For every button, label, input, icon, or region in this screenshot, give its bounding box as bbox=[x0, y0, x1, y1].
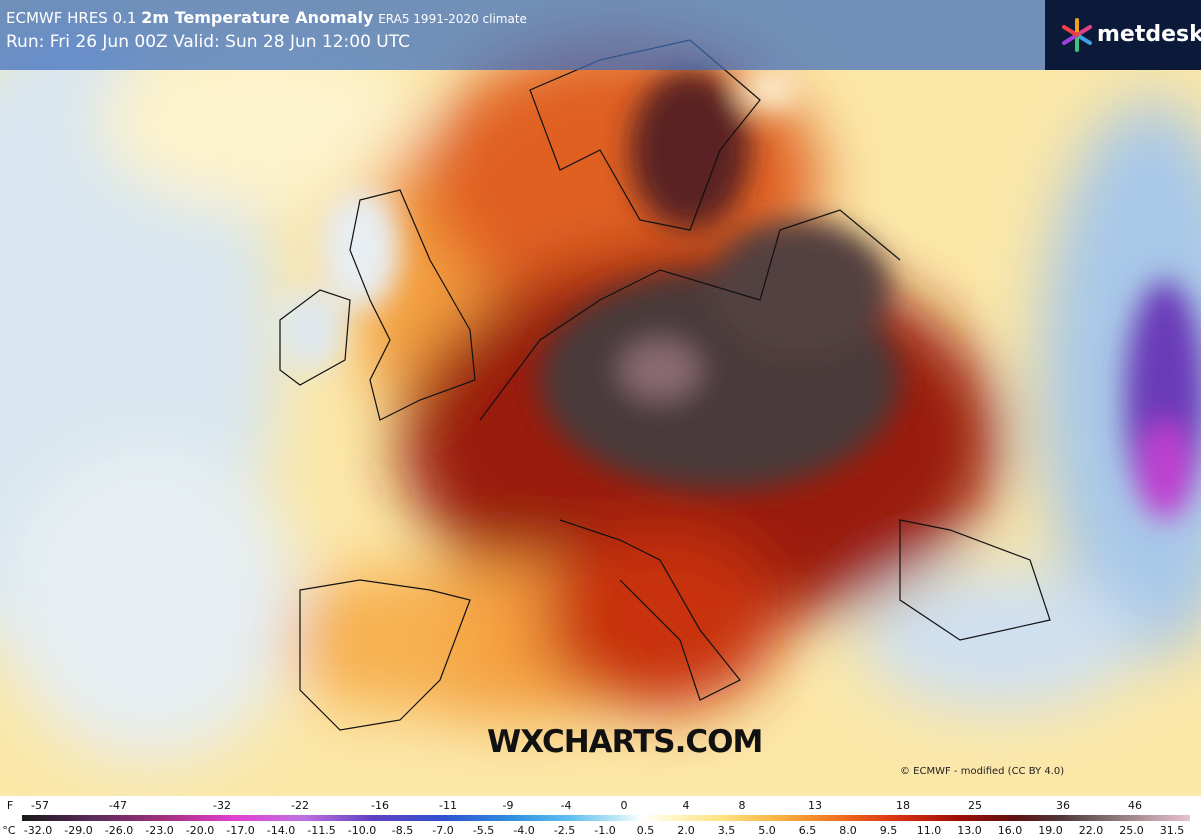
f-label: 46 bbox=[1128, 799, 1142, 812]
c-label: -7.0 bbox=[432, 824, 454, 837]
f-label: -57 bbox=[31, 799, 49, 812]
logo-icon bbox=[1062, 18, 1092, 52]
f-label: -4 bbox=[560, 799, 572, 812]
c-label: -8.5 bbox=[391, 824, 414, 837]
colorbar-strip bbox=[22, 815, 1190, 821]
f-label: 0 bbox=[620, 799, 628, 812]
f-label: 13 bbox=[808, 799, 822, 812]
title-line: ECMWF HRES 0.1 2m Temperature Anomaly ER… bbox=[6, 8, 527, 27]
c-label: 5.0 bbox=[758, 824, 776, 837]
f-label: -47 bbox=[109, 799, 127, 812]
c-label: 11.0 bbox=[916, 824, 942, 837]
c-label: 0.5 bbox=[636, 824, 655, 837]
c-label: -11.5 bbox=[307, 824, 336, 837]
c-label: 9.5 bbox=[879, 824, 898, 837]
f-label: 25 bbox=[968, 799, 982, 812]
field-name: 2m Temperature Anomaly bbox=[141, 8, 374, 27]
climate-note: ERA5 1991-2020 climate bbox=[378, 12, 527, 26]
map bbox=[0, 0, 1201, 800]
credit: © ECMWF - modified (CC BY 4.0) bbox=[900, 766, 1065, 777]
f-label: 8 bbox=[738, 799, 746, 812]
c-label: -14.0 bbox=[266, 824, 296, 837]
c-label: 22.0 bbox=[1078, 824, 1104, 837]
f-label: 36 bbox=[1056, 799, 1070, 812]
c-unit: °C bbox=[2, 824, 16, 837]
c-label: -17.0 bbox=[226, 824, 255, 837]
c-label: -26.0 bbox=[104, 824, 134, 837]
f-label: -32 bbox=[213, 799, 231, 812]
c-label: 6.5 bbox=[798, 824, 817, 837]
f-label: -11 bbox=[439, 799, 457, 812]
run-info: Run: Fri 26 Jun 00Z Valid: Sun 28 Jun 12… bbox=[6, 32, 411, 52]
c-label: 3.5 bbox=[717, 824, 736, 837]
colorbar: F -57 -47 -32 -22 -16 -11 -9 -4 0 4 8 13 18 25 36 46 °C -3… bbox=[0, 796, 1201, 840]
f-label: -22 bbox=[291, 799, 309, 812]
c-label: -2.5 bbox=[553, 824, 576, 837]
f-label: -16 bbox=[371, 799, 389, 812]
c-label: 19.0 bbox=[1038, 824, 1063, 837]
c-label: -1.0 bbox=[594, 824, 616, 837]
c-label: -23.0 bbox=[145, 824, 174, 837]
model-name: ECMWF HRES 0.1 bbox=[6, 9, 137, 27]
c-label: 8.0 bbox=[839, 824, 857, 837]
c-label: 13.0 bbox=[957, 824, 982, 837]
watermark: WXCHARTS.COM bbox=[487, 724, 763, 760]
f-label: -9 bbox=[502, 799, 514, 812]
c-label: -20.0 bbox=[185, 824, 215, 837]
c-label: -29.0 bbox=[64, 824, 93, 837]
c-label: 25.0 bbox=[1119, 824, 1144, 837]
logo: metdesk bbox=[1045, 0, 1201, 70]
c-label: 2.0 bbox=[677, 824, 695, 837]
header-bar: ECMWF HRES 0.1 2m Temperature Anomaly ER… bbox=[0, 0, 1045, 70]
c-label: -10.0 bbox=[347, 824, 377, 837]
c-label: 31.5 bbox=[1159, 824, 1185, 837]
c-label: -5.5 bbox=[472, 824, 495, 837]
c-label: -4.0 bbox=[513, 824, 535, 837]
f-label: 4 bbox=[682, 799, 690, 812]
f-unit: F bbox=[6, 799, 14, 812]
f-label: 18 bbox=[896, 799, 910, 812]
c-label: 16.0 bbox=[997, 824, 1023, 837]
c-label: -32.0 bbox=[23, 824, 53, 837]
logo-text: metdesk bbox=[1097, 22, 1201, 47]
